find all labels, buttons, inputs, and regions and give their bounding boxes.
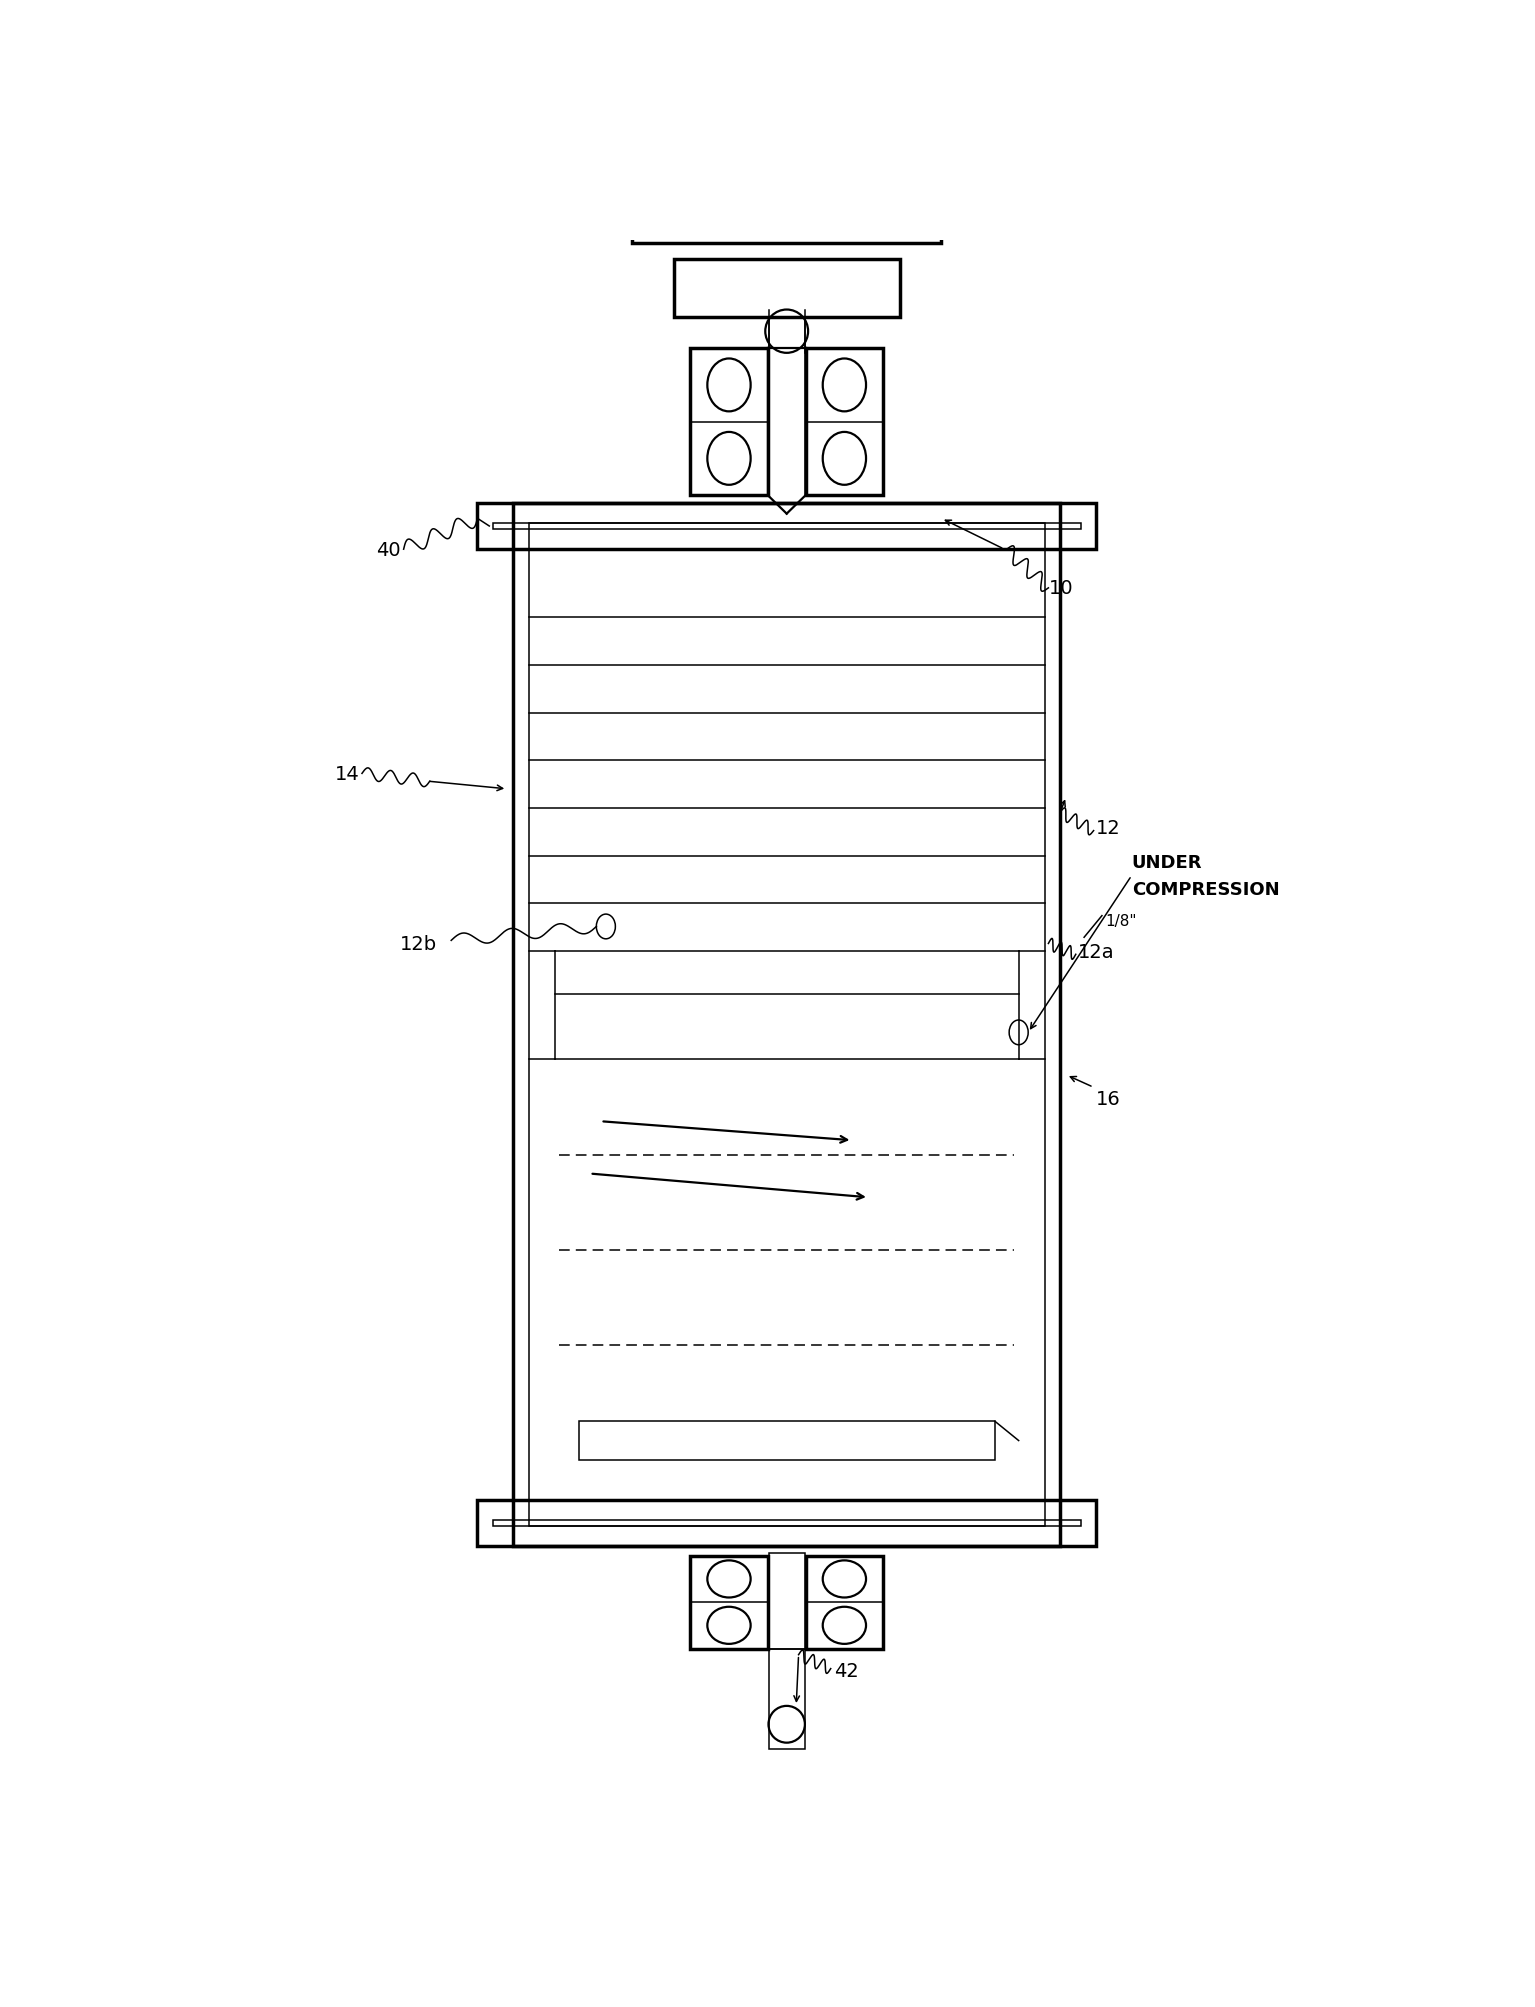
Text: UNDER: UNDER [1131, 853, 1202, 871]
Text: 40: 40 [376, 540, 401, 560]
Bar [493, 524, 1081, 530]
Text: 12a: 12a [1078, 941, 1114, 961]
Bar [691, 349, 768, 496]
Text: COMPRESSION: COMPRESSION [1131, 881, 1279, 899]
Bar [806, 349, 883, 496]
Bar [806, 1555, 883, 1648]
Text: 1/8": 1/8" [1105, 913, 1137, 929]
Text: 10: 10 [1048, 580, 1073, 598]
Bar [674, 259, 900, 317]
Text: 12b: 12b [401, 935, 437, 953]
Text: 14: 14 [335, 765, 359, 783]
Bar [579, 1421, 995, 1461]
Bar [769, 128, 804, 159]
Bar [477, 504, 1096, 550]
Text: 42: 42 [835, 1662, 860, 1680]
Bar [691, 1555, 768, 1648]
Bar [632, 159, 941, 245]
Bar [769, 319, 804, 349]
Bar [528, 524, 1045, 1527]
Text: 12: 12 [1096, 819, 1121, 837]
Bar [493, 1521, 1081, 1527]
Bar [477, 1501, 1096, 1547]
Bar [769, 1553, 804, 1648]
Text: 16: 16 [1096, 1090, 1121, 1108]
Bar [513, 504, 1061, 1547]
Bar [769, 1648, 804, 1750]
